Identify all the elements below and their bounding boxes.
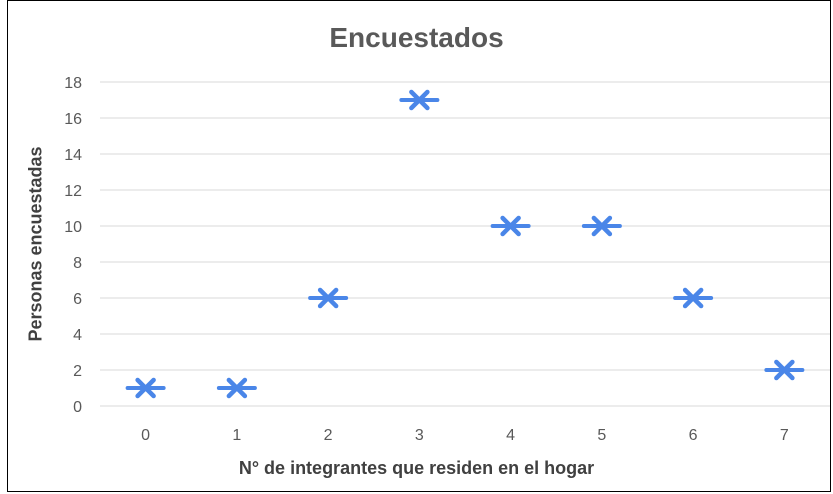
x-axis-title: N° de integrantes que residen en el hoga… bbox=[238, 458, 595, 478]
y-tick-label: 16 bbox=[64, 111, 82, 128]
y-tick-label: 8 bbox=[73, 255, 82, 272]
y-tick-label: 14 bbox=[64, 147, 82, 164]
y-tick-label: 12 bbox=[64, 183, 82, 200]
y-tick-label: 18 bbox=[64, 75, 82, 92]
y-tick-label: 4 bbox=[73, 327, 82, 344]
y-tick-label: 2 bbox=[73, 363, 82, 380]
x-tick-label: 2 bbox=[324, 427, 333, 444]
x-tick-label: 1 bbox=[232, 427, 241, 444]
data-point bbox=[673, 287, 714, 309]
y-tick-label: 0 bbox=[73, 399, 82, 416]
x-tick-label: 4 bbox=[506, 427, 515, 444]
x-tick-label: 3 bbox=[415, 427, 424, 444]
data-point bbox=[216, 377, 257, 399]
x-tick-label: 7 bbox=[780, 427, 789, 444]
y-tick-label: 6 bbox=[73, 291, 82, 308]
data-point bbox=[125, 377, 166, 399]
y-tick-label: 10 bbox=[64, 219, 82, 236]
data-point bbox=[399, 89, 440, 111]
x-tick-label: 6 bbox=[689, 427, 698, 444]
chart-title: Encuestados bbox=[329, 22, 504, 53]
data-point bbox=[490, 215, 531, 237]
x-tick-label: 5 bbox=[597, 427, 606, 444]
x-tick-label: 0 bbox=[141, 427, 150, 444]
data-point bbox=[581, 215, 622, 237]
data-point bbox=[308, 287, 349, 309]
data-point bbox=[764, 359, 805, 381]
